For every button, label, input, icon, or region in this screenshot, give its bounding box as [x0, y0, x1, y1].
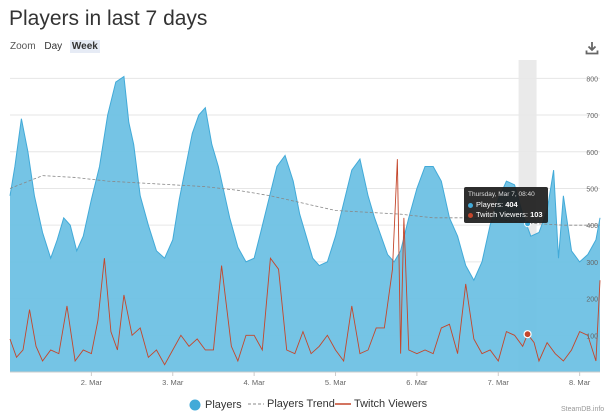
zoom-week-button[interactable]: Week [69, 40, 100, 53]
tooltip-twitch-value: 103 [530, 210, 543, 219]
x-tick-label-4: 6. Mar [406, 378, 428, 387]
x-tick-label-0: 2. Mar [81, 378, 103, 387]
tooltip-players-value: 404 [505, 200, 518, 209]
y-tick-label-100: 100 [586, 333, 598, 340]
twitch-hover-marker [523, 330, 532, 339]
x-tick-label-1: 3. Mar [162, 378, 184, 387]
tooltip-players-label: Players: [476, 200, 504, 209]
tooltip-twitch-label: Twitch Viewers: [476, 210, 528, 219]
y-axis-ticks: 100 200 300 400 500 600 700 800 [586, 76, 598, 340]
twitch-viewers-line [9, 159, 601, 366]
x-tick-label-3: 5. Mar [325, 378, 347, 387]
y-tick-label-200: 200 [586, 297, 598, 304]
legend-twitch-line-icon [335, 403, 351, 405]
legend-item-players-trend[interactable]: Players Trend [248, 398, 335, 410]
x-tick-label-2: 4. Mar [244, 378, 266, 387]
credit-text: SteamDB.info [561, 406, 605, 413]
legend-players-dot-icon [189, 399, 201, 411]
zoom-controls: Zoom Day Week [10, 40, 103, 53]
y-tick-label-400: 400 [586, 223, 598, 230]
zoom-label: Zoom [10, 41, 36, 52]
players-dot-icon [468, 202, 473, 208]
tooltip-twitch-row: Twitch Viewers: 103 [468, 210, 544, 220]
legend-twitch-label: Twitch Viewers [354, 398, 428, 410]
legend-item-players[interactable]: Players [188, 398, 242, 412]
y-tick-label-800: 800 [586, 76, 598, 83]
legend-item-twitch-viewers[interactable]: Twitch Viewers [335, 398, 427, 410]
players-area [10, 76, 600, 373]
y-tick-label-300: 300 [586, 260, 598, 267]
x-tick-label-5: 7. Mar [488, 378, 510, 387]
download-icon[interactable] [584, 40, 600, 56]
x-axis-ticks: 2. Mar 3. Mar 4. Mar 5. Mar 6. Mar 7. Mar 8. M… [10, 371, 600, 387]
legend-trend-label: Players Trend [267, 398, 335, 410]
page-title: Players in last 7 days [9, 7, 208, 30]
zoom-day-button[interactable]: Day [44, 41, 63, 52]
y-tick-label-600: 600 [586, 150, 598, 157]
x-tick-label-6: 8. Mar [569, 378, 591, 387]
y-tick-label-700: 700 [586, 113, 598, 120]
tooltip: Thursday, Mar 7, 08:40 Players: 404 Twit… [464, 187, 548, 223]
players-trend-line [9, 175, 600, 226]
twitch-dot-icon [468, 212, 473, 218]
tooltip-date: Thursday, Mar 7, 08:40 [468, 191, 535, 198]
legend-players-label: Players [205, 399, 242, 411]
tooltip-players-row: Players: 404 [468, 200, 544, 210]
y-tick-label-500: 500 [586, 186, 598, 193]
legend-trend-dashed-icon [248, 403, 264, 405]
chart-series [9, 75, 601, 373]
